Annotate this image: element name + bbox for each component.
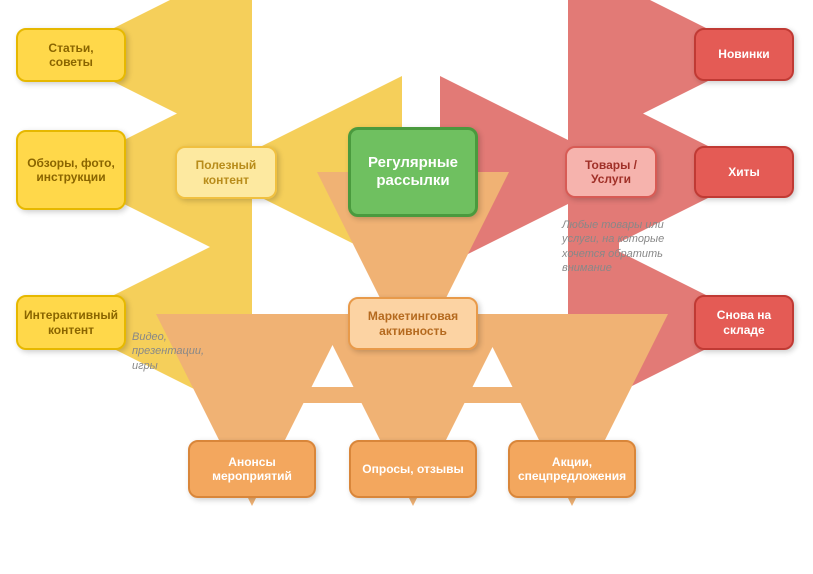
arrow-marketing-to-promos bbox=[413, 350, 572, 426]
node-announcements-label: Анонсы мероприятий bbox=[198, 455, 306, 484]
node-useful-content-label: Полезный контент bbox=[185, 158, 267, 187]
node-marketing: Маркетинговая активность bbox=[348, 297, 478, 350]
node-reviews: Обзоры, фото, инструкции bbox=[16, 130, 126, 210]
node-promos-label: Акции, спецпредложения bbox=[518, 455, 626, 484]
node-center: Регулярные рассылки bbox=[348, 127, 478, 217]
arrow-products-to-news bbox=[611, 55, 680, 146]
caption-left: Видео, презентации, игры bbox=[132, 330, 232, 373]
arrow-useful-to-articles bbox=[140, 55, 225, 146]
node-products: Товары / Услуги bbox=[565, 146, 657, 198]
node-interactive-label: Интерактивный контент bbox=[24, 308, 118, 337]
node-back-stock-label: Снова на складе bbox=[704, 308, 784, 337]
node-announcements: Анонсы мероприятий bbox=[188, 440, 316, 498]
node-articles: Статьи, советы bbox=[16, 28, 126, 82]
node-interactive: Интерактивный контент bbox=[16, 295, 126, 350]
node-surveys-label: Опросы, отзывы bbox=[362, 462, 463, 476]
node-surveys: Опросы, отзывы bbox=[349, 440, 477, 498]
node-center-label: Регулярные рассылки bbox=[359, 154, 467, 190]
node-hits-label: Хиты bbox=[728, 165, 760, 179]
node-promos: Акции, спецпредложения bbox=[508, 440, 636, 498]
node-articles-label: Статьи, советы bbox=[26, 41, 116, 70]
node-back-stock: Снова на складе bbox=[694, 295, 794, 350]
node-useful-content: Полезный контент bbox=[175, 146, 277, 199]
node-news: Новинки bbox=[694, 28, 794, 81]
node-reviews-label: Обзоры, фото, инструкции bbox=[26, 156, 116, 185]
node-news-label: Новинки bbox=[718, 47, 769, 61]
caption-right: Любые товары или услуги, на которые хоче… bbox=[562, 218, 702, 275]
arrow-marketing-to-announcements bbox=[252, 350, 413, 426]
node-marketing-label: Маркетинговая активность bbox=[358, 309, 468, 338]
node-hits: Хиты bbox=[694, 146, 794, 198]
arrow-useful-to-interactive bbox=[140, 199, 225, 322]
caption-left-text: Видео, презентации, игры bbox=[132, 331, 204, 372]
node-products-label: Товары / Услуги bbox=[575, 158, 647, 187]
caption-right-text: Любые товары или услуги, на которые хоче… bbox=[562, 219, 664, 274]
